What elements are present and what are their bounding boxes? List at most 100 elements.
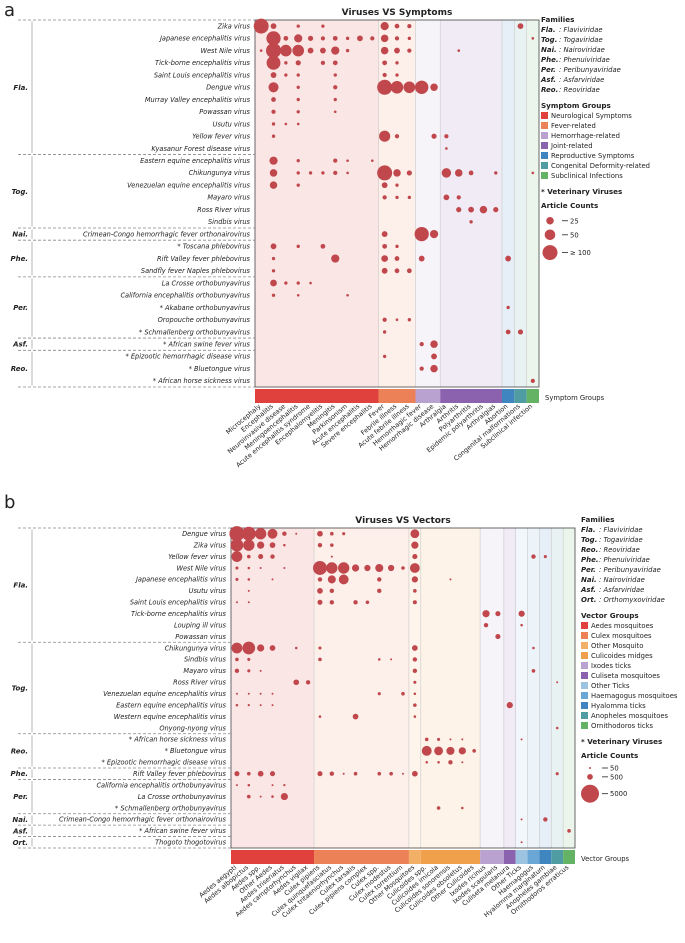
bubble	[247, 669, 251, 673]
bubble	[242, 641, 256, 655]
bubble	[333, 110, 337, 114]
legend-size-label: ≥ 100	[570, 249, 591, 257]
bubble	[271, 704, 274, 707]
bubble	[266, 43, 282, 59]
bubble	[505, 255, 512, 262]
legend-family-name: : Peribunyaviridae	[559, 66, 621, 74]
bubble	[381, 231, 388, 237]
row-label: Louping ill virus	[174, 621, 227, 629]
legend-families-title: Families	[581, 515, 614, 524]
bubble	[483, 622, 489, 628]
bubble	[271, 97, 276, 102]
bubble	[381, 267, 388, 274]
group-band-3	[440, 20, 502, 387]
bubble	[333, 170, 338, 176]
bubble	[271, 578, 274, 581]
legend-vet: * Veterinary Viruses	[541, 187, 622, 196]
bubble	[520, 818, 523, 821]
legend-family-name: : Peribunyaviridae	[599, 566, 661, 574]
bubble	[401, 691, 405, 696]
row-label: Sindbis virus	[208, 218, 251, 226]
bubble	[269, 181, 278, 189]
bubble	[380, 34, 389, 43]
legend-swatch	[541, 132, 548, 139]
row-label: Murray Valley encephalitis virus	[145, 96, 251, 104]
legend-size-title: Article Counts	[541, 201, 598, 210]
bubble	[456, 195, 461, 200]
group-bar-2	[408, 850, 421, 864]
bubble	[230, 538, 244, 552]
legend-group-name: Aedes mosquitoes	[591, 622, 654, 630]
group-band-8	[539, 528, 552, 848]
bubble	[338, 574, 349, 585]
bubble	[393, 169, 401, 177]
bubble	[241, 526, 256, 541]
family-label: Fla.	[13, 84, 28, 92]
bubble	[292, 44, 305, 57]
bubble	[419, 342, 424, 347]
bubble	[458, 747, 466, 755]
bubble	[407, 48, 412, 53]
bubble	[395, 73, 399, 77]
bubble	[532, 646, 535, 650]
row-label: Kyasanur Forest disease virus	[151, 145, 250, 153]
bubble	[395, 318, 399, 322]
bubble	[259, 692, 262, 695]
group-bar-4	[501, 389, 515, 403]
group-bar-8	[539, 850, 552, 864]
bubble	[268, 82, 279, 93]
legend-family-code: Nai.	[581, 576, 597, 584]
row-label: Powassan virus	[199, 108, 250, 116]
bubble	[283, 543, 286, 547]
bubble	[380, 22, 389, 31]
bubble	[382, 60, 388, 66]
bubble	[377, 165, 393, 181]
bubble	[346, 171, 349, 175]
bubble	[472, 749, 476, 753]
legend-family-name: : Reoviridae	[559, 86, 600, 94]
bubble	[296, 85, 300, 89]
bubble	[296, 24, 300, 28]
bubble	[269, 645, 276, 651]
legend-swatch	[541, 172, 548, 179]
bubble	[531, 37, 535, 40]
bubble	[247, 783, 251, 787]
bubble	[305, 680, 311, 685]
legend-swatch	[581, 682, 588, 689]
plot-frame	[254, 19, 540, 388]
bubble	[234, 771, 240, 777]
legend-size-label: 50	[570, 231, 579, 239]
group-bar-3	[440, 389, 502, 403]
group-bar-3	[420, 850, 481, 864]
bubble	[337, 562, 350, 574]
row-label: Saint Louis encephalitis virus	[154, 71, 251, 79]
legend-groups-title: Vector Groups	[581, 611, 639, 620]
bubble	[394, 23, 400, 29]
bubble	[454, 169, 463, 177]
bubble	[351, 564, 360, 572]
bubble	[331, 46, 340, 55]
bubble	[531, 171, 535, 175]
bubble	[353, 600, 358, 605]
bubble	[395, 61, 399, 65]
bubble	[235, 601, 238, 604]
bubble	[293, 679, 300, 686]
bubble	[449, 738, 452, 741]
row-label: Venezuelan equine encephalitis virus	[127, 181, 250, 189]
legend-family-name: : Togaviridae	[599, 536, 643, 544]
bubble	[320, 47, 326, 54]
row-label: * Epizootic hemorrhagic disease virus	[101, 759, 226, 767]
bubble	[345, 36, 350, 41]
bubble	[294, 34, 303, 43]
row-label: Ross River virus	[197, 206, 250, 214]
bubble	[317, 588, 323, 594]
row-label: Eastern equine encephalitis virus	[116, 701, 226, 709]
bubble	[448, 760, 453, 765]
row-label: Onyong-nyong virus	[159, 724, 226, 732]
bubble	[270, 279, 277, 287]
bubble	[333, 158, 338, 163]
bubble	[370, 36, 375, 41]
bubble	[330, 555, 333, 558]
bubble	[353, 771, 358, 776]
x-axis-title: Symptom Groups	[545, 394, 605, 402]
